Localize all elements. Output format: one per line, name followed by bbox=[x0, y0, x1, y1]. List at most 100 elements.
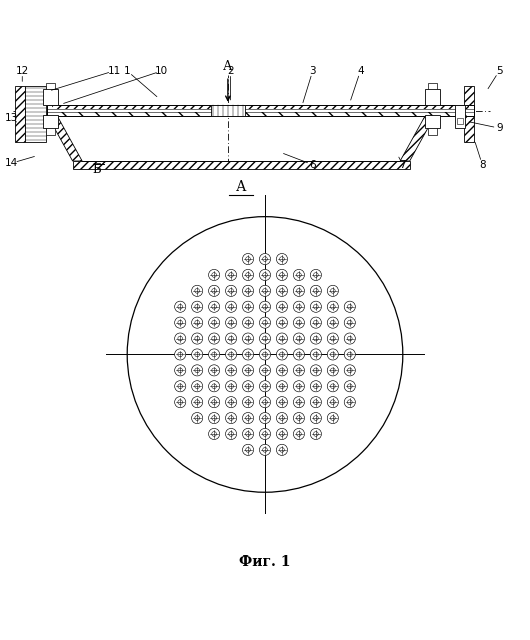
Circle shape bbox=[311, 333, 321, 344]
Text: 12: 12 bbox=[16, 66, 29, 76]
Circle shape bbox=[174, 349, 186, 360]
Circle shape bbox=[229, 320, 233, 325]
Circle shape bbox=[178, 352, 182, 356]
Circle shape bbox=[212, 384, 216, 388]
Circle shape bbox=[327, 349, 338, 360]
Circle shape bbox=[246, 447, 250, 452]
Polygon shape bbox=[400, 116, 435, 161]
Bar bbox=[457, 118, 463, 124]
Circle shape bbox=[229, 400, 233, 404]
Circle shape bbox=[192, 317, 202, 328]
Circle shape bbox=[277, 397, 288, 408]
Circle shape bbox=[243, 444, 253, 456]
Text: 14: 14 bbox=[5, 158, 18, 168]
Circle shape bbox=[212, 305, 216, 309]
Circle shape bbox=[212, 416, 216, 420]
Circle shape bbox=[259, 444, 270, 456]
Circle shape bbox=[331, 400, 335, 404]
Circle shape bbox=[314, 400, 318, 404]
Circle shape bbox=[259, 365, 270, 376]
Bar bbox=[428, 128, 437, 134]
Circle shape bbox=[280, 384, 284, 388]
Circle shape bbox=[280, 289, 284, 293]
Circle shape bbox=[277, 301, 288, 312]
Circle shape bbox=[243, 381, 253, 392]
Circle shape bbox=[331, 416, 335, 420]
Text: 2: 2 bbox=[227, 66, 234, 76]
Circle shape bbox=[280, 447, 284, 452]
Circle shape bbox=[243, 428, 253, 440]
Circle shape bbox=[348, 352, 352, 356]
Circle shape bbox=[174, 317, 186, 328]
Circle shape bbox=[212, 336, 216, 341]
Circle shape bbox=[174, 397, 186, 408]
Circle shape bbox=[263, 447, 267, 452]
Bar bbox=[25, 86, 46, 142]
Text: Фиг. 1: Фиг. 1 bbox=[239, 555, 291, 569]
Circle shape bbox=[311, 428, 321, 440]
Text: А: А bbox=[236, 180, 246, 195]
Circle shape bbox=[229, 273, 233, 277]
Circle shape bbox=[327, 381, 338, 392]
Circle shape bbox=[243, 413, 253, 424]
Circle shape bbox=[243, 285, 253, 296]
Circle shape bbox=[277, 349, 288, 360]
Circle shape bbox=[178, 336, 182, 341]
Circle shape bbox=[243, 269, 253, 280]
Circle shape bbox=[263, 416, 267, 420]
Circle shape bbox=[311, 285, 321, 296]
Circle shape bbox=[277, 428, 288, 440]
Circle shape bbox=[263, 384, 267, 388]
Circle shape bbox=[209, 428, 220, 440]
Circle shape bbox=[192, 349, 202, 360]
Circle shape bbox=[314, 352, 318, 356]
Circle shape bbox=[294, 301, 304, 312]
Circle shape bbox=[178, 305, 182, 309]
Circle shape bbox=[226, 365, 236, 376]
Bar bbox=[47, 106, 474, 116]
Circle shape bbox=[294, 397, 304, 408]
Circle shape bbox=[209, 317, 220, 328]
Circle shape bbox=[297, 400, 301, 404]
Text: 6: 6 bbox=[310, 160, 316, 170]
Circle shape bbox=[195, 336, 199, 341]
Circle shape bbox=[311, 317, 321, 328]
Circle shape bbox=[229, 289, 233, 293]
Bar bbox=[15, 86, 25, 142]
Circle shape bbox=[226, 269, 236, 280]
Circle shape bbox=[212, 368, 216, 372]
Circle shape bbox=[311, 397, 321, 408]
Circle shape bbox=[348, 368, 352, 372]
Circle shape bbox=[178, 368, 182, 372]
Circle shape bbox=[212, 320, 216, 325]
Circle shape bbox=[297, 289, 301, 293]
Circle shape bbox=[246, 320, 250, 325]
Circle shape bbox=[209, 333, 220, 344]
Polygon shape bbox=[73, 161, 410, 170]
Circle shape bbox=[195, 400, 199, 404]
Text: 13: 13 bbox=[5, 113, 18, 122]
Circle shape bbox=[327, 365, 338, 376]
Bar bbox=[43, 115, 58, 128]
Circle shape bbox=[314, 320, 318, 325]
Circle shape bbox=[344, 301, 355, 312]
Circle shape bbox=[348, 305, 352, 309]
Circle shape bbox=[195, 416, 199, 420]
Circle shape bbox=[263, 289, 267, 293]
Circle shape bbox=[277, 413, 288, 424]
Circle shape bbox=[209, 413, 220, 424]
Circle shape bbox=[259, 381, 270, 392]
Circle shape bbox=[178, 384, 182, 388]
Circle shape bbox=[294, 365, 304, 376]
Circle shape bbox=[209, 301, 220, 312]
Circle shape bbox=[246, 431, 250, 436]
Text: 8: 8 bbox=[479, 160, 485, 170]
Text: 11: 11 bbox=[107, 66, 121, 76]
Circle shape bbox=[226, 381, 236, 392]
Circle shape bbox=[243, 365, 253, 376]
Circle shape bbox=[294, 349, 304, 360]
Circle shape bbox=[246, 400, 250, 404]
Bar bbox=[43, 89, 58, 105]
Circle shape bbox=[174, 301, 186, 312]
Circle shape bbox=[226, 317, 236, 328]
